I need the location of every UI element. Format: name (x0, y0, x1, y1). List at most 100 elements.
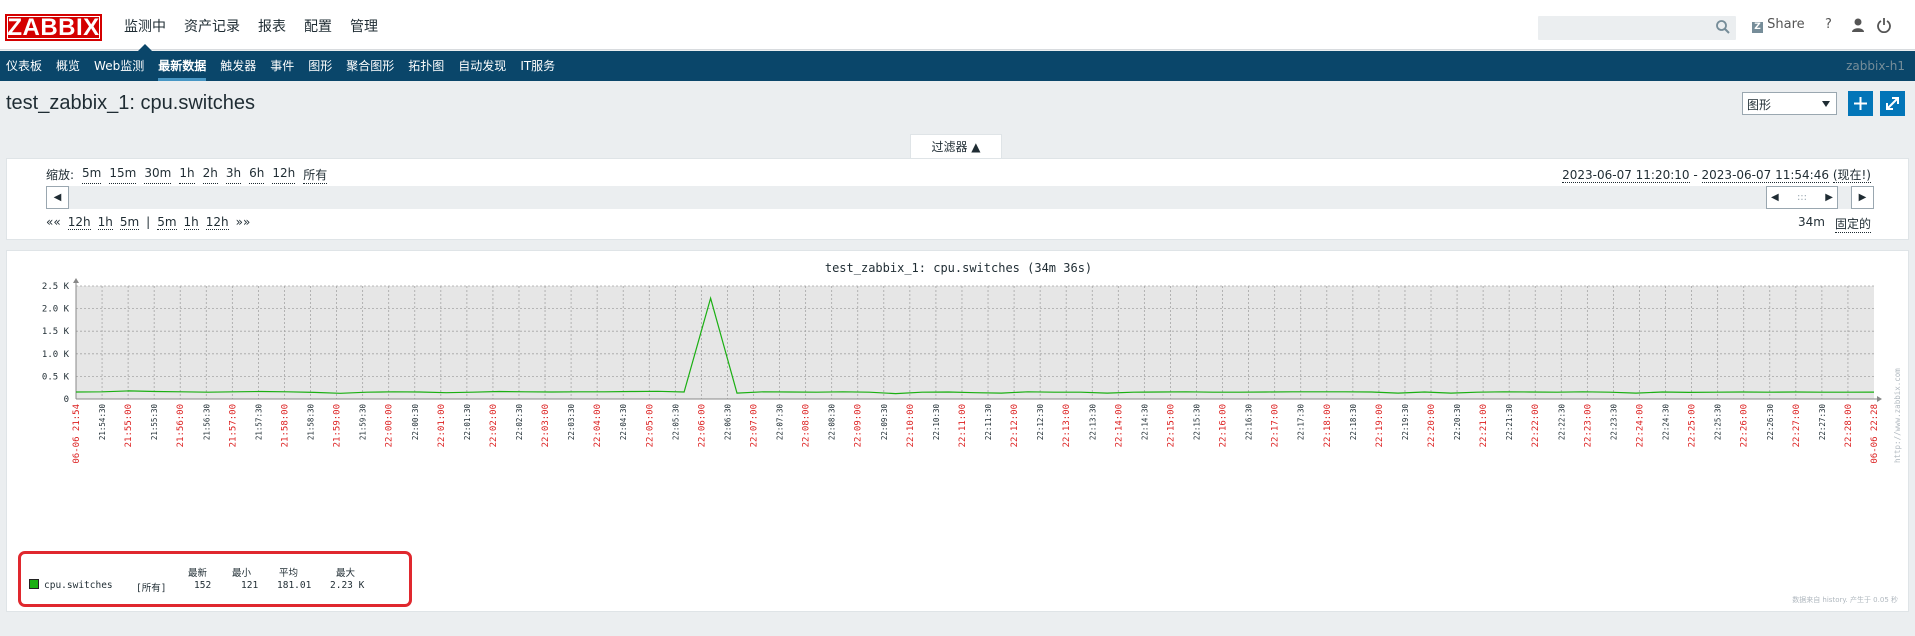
timeline-left-button[interactable]: ◀ (46, 186, 69, 209)
zabbix-logo[interactable]: ZABBIX (5, 14, 102, 41)
filter-toggle-tab[interactable]: 过滤器 ▲ (910, 134, 1002, 159)
zoom-1h[interactable]: 1h (179, 166, 194, 184)
submenu-discovery[interactable]: 自动发现 (452, 51, 514, 81)
zoom-row: 缩放: 5m 15m 30m 1h 2h 3h 6h 12h 所有 (46, 166, 327, 184)
zoom-6h[interactable]: 6h (249, 166, 264, 184)
submenu-triggers[interactable]: 触发器 (214, 51, 264, 81)
nav-back-12h[interactable]: 12h (68, 215, 91, 230)
x-tick-label: 22:23:30 (1609, 404, 1618, 441)
submenu-maps[interactable]: 拓扑图 (402, 51, 452, 81)
x-tick-label: 21:58:30 (307, 404, 316, 441)
legend-header-min: 最小 (232, 565, 251, 579)
x-tick-label: 22:07:00 (750, 404, 760, 447)
x-tick-label: 22:12:30 (1036, 404, 1045, 441)
timeline-right-button[interactable]: ▶ (1851, 186, 1874, 209)
timeline-scrollbar[interactable] (46, 186, 1874, 209)
submenu-latest-data[interactable]: 最新数据 (152, 51, 214, 81)
y-tick-label: 0.5 K (42, 372, 70, 382)
logout-icon[interactable] (1876, 17, 1892, 33)
x-tick-label: 22:11:30 (984, 404, 993, 441)
nav-fwd-all[interactable]: »» (236, 215, 251, 230)
x-tick-label: 22:01:30 (463, 404, 472, 441)
x-tick-label: 22:25:00 (1688, 404, 1698, 447)
zoom-5m[interactable]: 5m (82, 166, 101, 184)
x-tick-label: 22:16:00 (1219, 404, 1229, 447)
share-button[interactable]: Z Share (1752, 17, 1805, 33)
submenu-web[interactable]: Web监测 (88, 51, 152, 81)
fullscreen-button[interactable] (1880, 91, 1905, 116)
handle-left-arrow: ◀ (1771, 187, 1779, 208)
x-end-label: 06-06 22:28 (1870, 404, 1880, 464)
timeline-handle[interactable]: ◀ ::: ▶ (1766, 186, 1838, 209)
time-range: 2023-06-07 11:20:10 - 2023-06-07 11:54:4… (1562, 166, 1871, 183)
x-tick-label: 22:27:00 (1792, 404, 1802, 447)
search-input[interactable] (1538, 16, 1736, 40)
x-tick-label: 22:00:30 (411, 404, 420, 441)
nav-back-5m[interactable]: 5m (120, 215, 139, 230)
range-to[interactable]: 2023-06-07 11:54:46 (1702, 168, 1829, 183)
nav-fwd-12h[interactable]: 12h (206, 215, 229, 230)
x-tick-label: 22:06:30 (723, 404, 732, 441)
nav-back-all[interactable]: «« (46, 215, 61, 230)
menu-administration[interactable]: 管理 (341, 0, 387, 50)
submenu-overview[interactable]: 概览 (50, 51, 88, 81)
legend-latest: 152 (194, 580, 211, 591)
range-from[interactable]: 2023-06-07 11:20:10 (1562, 168, 1689, 183)
submenu-graphs[interactable]: 图形 (302, 51, 340, 81)
x-tick-label: 22:24:30 (1662, 404, 1671, 441)
period-controls: 34m 固定的 (1798, 215, 1871, 233)
x-tick-label: 22:26:00 (1740, 404, 1750, 447)
x-tick-label: 21:58:00 (280, 404, 290, 447)
user-profile-icon[interactable] (1850, 17, 1866, 33)
x-tick-label: 22:21:30 (1505, 404, 1514, 441)
add-to-favourites-button[interactable] (1848, 91, 1873, 116)
zoom-3h[interactable]: 3h (226, 166, 241, 184)
x-tick-label: 22:18:30 (1349, 404, 1358, 441)
help-icon[interactable]: ? (1825, 17, 1832, 32)
zoom-2h[interactable]: 2h (203, 166, 218, 184)
submenu-dashboard[interactable]: 仪表板 (0, 51, 50, 81)
nav-fwd-5m[interactable]: 5m (157, 215, 176, 230)
x-tick-label: 22:06:00 (697, 404, 707, 447)
zoom-all[interactable]: 所有 (303, 166, 327, 184)
menu-inventory[interactable]: 资产记录 (175, 0, 249, 50)
zoom-15m[interactable]: 15m (109, 166, 136, 184)
zoom-12h[interactable]: 12h (272, 166, 295, 184)
fixed-toggle[interactable]: 固定的 (1835, 215, 1871, 233)
x-tick-label: 21:59:30 (359, 404, 368, 441)
view-mode-select[interactable]: 图形 (1742, 92, 1837, 115)
x-tick-label: 22:28:00 (1844, 404, 1854, 447)
zoom-30m[interactable]: 30m (144, 166, 171, 184)
menu-reports[interactable]: 报表 (249, 0, 295, 50)
legend-max: 2.23 K (330, 580, 364, 591)
y-axis-arrow (73, 278, 79, 283)
submenu-it-services[interactable]: IT服务 (514, 51, 563, 81)
share-label: Share (1767, 17, 1805, 32)
server-name: zabbix-h1 (1846, 51, 1905, 81)
legend-item-name: cpu.switches (44, 580, 113, 591)
page-title: test_zabbix_1: cpu.switches (6, 92, 255, 115)
y-tick-label: 2.0 K (42, 305, 70, 315)
nav-back-1h[interactable]: 1h (98, 215, 113, 230)
search-icon[interactable] (1715, 19, 1731, 35)
plus-icon (1848, 91, 1873, 116)
x-tick-label: 22:19:30 (1401, 404, 1410, 441)
x-tick-label: 22:25:30 (1714, 404, 1723, 441)
nav-fwd-1h[interactable]: 1h (184, 215, 199, 230)
nav-row: «« 12h 1h 5m | 5m 1h 12h »» (46, 215, 250, 230)
range-now[interactable]: (现在!) (1833, 168, 1871, 183)
menu-configuration[interactable]: 配置 (295, 0, 341, 50)
y-tick-label: 0 (64, 395, 69, 405)
x-tick-label: 22:26:30 (1766, 404, 1775, 441)
submenu-events[interactable]: 事件 (264, 51, 302, 81)
x-tick-label: 22:21:00 (1479, 404, 1489, 447)
x-tick-label: 22:17:30 (1297, 404, 1306, 441)
x-tick-label: 22:13:00 (1062, 404, 1072, 447)
x-tick-label: 22:13:30 (1088, 404, 1097, 441)
plot-area (76, 286, 1874, 399)
submenu-screens[interactable]: 聚合图形 (340, 51, 402, 81)
menu-monitoring[interactable]: 监测中 (115, 0, 175, 50)
top-header: ZABBIX 监测中 资产记录 报表 配置 管理 Z Share ? (0, 0, 1915, 50)
legend-item-func: [所有] (136, 580, 166, 594)
